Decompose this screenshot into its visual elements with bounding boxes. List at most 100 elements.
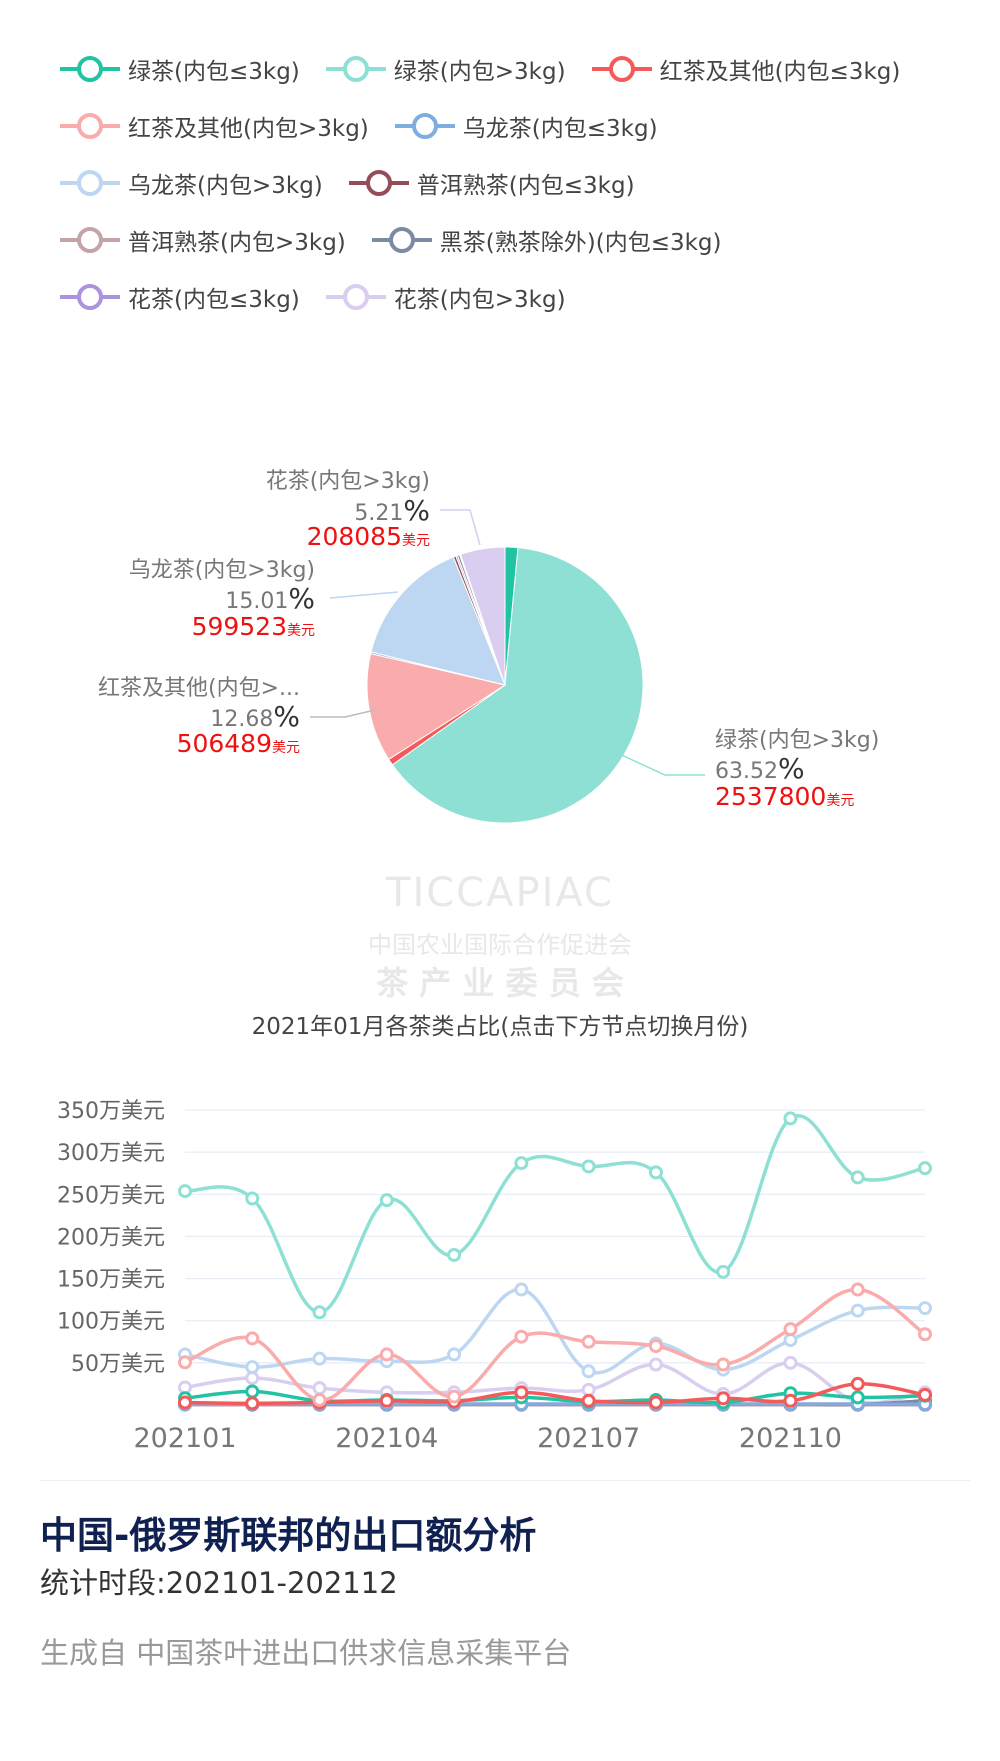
data-point[interactable]	[581, 1334, 596, 1349]
data-point[interactable]	[918, 1161, 932, 1176]
data-point[interactable]	[312, 1392, 327, 1407]
legend-item[interactable]: 红茶及其他(内包>3kg)	[60, 109, 369, 143]
data-point[interactable]	[918, 1301, 932, 1316]
y-tick-label: 200万美元	[57, 1225, 165, 1250]
legend-label: 普洱熟茶(内包≤3kg)	[416, 172, 635, 199]
data-point[interactable]	[312, 1381, 327, 1396]
legend-item[interactable]: 乌龙茶(内包≤3kg)	[394, 109, 658, 143]
data-point[interactable]	[716, 1391, 731, 1406]
pie-slice[interactable]	[459, 546, 506, 686]
data-point[interactable]	[245, 1191, 260, 1206]
data-point[interactable]	[648, 1357, 663, 1372]
legend-row: 乌龙茶(内包>3kg) 普洱熟茶(内包≤3kg)	[60, 154, 960, 211]
data-point[interactable]	[245, 1331, 260, 1346]
legend-row: 普洱熟茶(内包>3kg) 黑茶(熟茶除外)(内包≤3kg)	[60, 211, 960, 268]
legend-row: 红茶及其他(内包>3kg) 乌龙茶(内包≤3kg)	[60, 97, 960, 154]
data-point[interactable]	[648, 1165, 663, 1180]
data-point[interactable]	[312, 1305, 327, 1320]
legend-item[interactable]: 普洱熟茶(内包>3kg)	[60, 223, 346, 257]
data-point[interactable]	[716, 1264, 731, 1279]
data-point[interactable]	[850, 1282, 865, 1297]
data-point[interactable]	[379, 1193, 394, 1208]
data-point[interactable]	[514, 1156, 529, 1171]
legend-label: 红茶及其他(内包≤3kg)	[659, 58, 901, 85]
report-source: 生成自 中国茶叶进出口供求信息采集平台	[40, 1636, 572, 1670]
x-tick-label: 202110	[739, 1423, 842, 1454]
report-period: 统计时段:202101-202112	[40, 1566, 398, 1600]
legend-symbol-icon	[348, 169, 409, 196]
watermark-line1: 中国农业国际合作促进会	[368, 931, 632, 959]
data-point[interactable]	[178, 1184, 192, 1199]
data-point[interactable]	[581, 1364, 596, 1379]
pie-label-name: 红茶及其他(内包>...	[98, 676, 300, 701]
data-point[interactable]	[581, 1159, 596, 1174]
data-point[interactable]	[783, 1322, 798, 1337]
pie-label-line	[310, 709, 376, 718]
data-point[interactable]	[245, 1396, 260, 1411]
legend-item[interactable]: 花茶(内包>3kg)	[325, 280, 566, 314]
pie-label-line	[614, 751, 705, 776]
data-point[interactable]	[783, 1393, 798, 1408]
legend-item[interactable]: 花茶(内包≤3kg)	[60, 280, 300, 314]
data-point[interactable]	[648, 1339, 663, 1353]
data-point[interactable]	[514, 1385, 529, 1400]
data-point[interactable]	[245, 1360, 260, 1375]
x-tick-label: 202107	[537, 1423, 640, 1454]
legend: 绿茶(内包≤3kg) 绿茶(内包>3kg) 红茶及其他(内包≤3kg) 红茶及其他(内…	[60, 40, 960, 325]
data-point[interactable]	[648, 1395, 663, 1410]
data-point[interactable]	[379, 1347, 394, 1362]
data-point[interactable]	[447, 1347, 462, 1362]
data-point[interactable]	[245, 1371, 260, 1386]
legend-item[interactable]: 红茶及其他(内包≤3kg)	[591, 52, 901, 86]
data-point[interactable]	[850, 1303, 865, 1318]
legend-symbol-icon	[325, 283, 386, 310]
data-point[interactable]	[447, 1247, 462, 1262]
legend-symbol-icon	[60, 169, 120, 196]
pie-label-percent: 12.68%	[210, 700, 300, 733]
data-point[interactable]	[514, 1282, 529, 1297]
y-tick-label: 50万美元	[71, 1352, 165, 1377]
data-point[interactable]	[918, 1327, 932, 1342]
x-tick-label: 202104	[335, 1423, 438, 1454]
legend-item[interactable]: 乌龙茶(内包>3kg)	[60, 166, 323, 200]
data-point[interactable]	[783, 1333, 798, 1348]
data-point[interactable]	[178, 1355, 192, 1370]
data-point[interactable]	[379, 1393, 394, 1408]
pie-slice[interactable]	[391, 547, 644, 824]
data-point[interactable]	[312, 1351, 327, 1366]
legend-label: 黑茶(熟茶除外)(内包≤3kg)	[439, 229, 722, 256]
data-point[interactable]	[918, 1387, 932, 1402]
data-point[interactable]	[447, 1389, 462, 1404]
x-tick-label: 202101	[133, 1423, 236, 1454]
data-point[interactable]	[581, 1382, 596, 1397]
data-point[interactable]	[514, 1329, 529, 1344]
legend-item[interactable]: 普洱熟茶(内包≤3kg)	[348, 166, 635, 200]
pie-label-line	[440, 509, 481, 546]
pie-label-value: 506489美元	[177, 729, 300, 758]
legend-label: 乌龙茶(内包≤3kg)	[462, 115, 658, 142]
data-point[interactable]	[783, 1111, 798, 1126]
legend-label: 绿茶(内包≤3kg)	[128, 58, 300, 85]
legend-symbol-icon	[591, 55, 652, 82]
data-point[interactable]	[783, 1355, 798, 1370]
watermark-line2: 茶 产 业 委 员 会	[376, 964, 624, 1002]
pie-label-value: 208085美元	[307, 522, 430, 551]
data-point[interactable]	[850, 1376, 865, 1391]
legend-label: 红茶及其他(内包>3kg)	[128, 115, 369, 142]
data-point[interactable]	[245, 1384, 260, 1399]
legend-item[interactable]: 绿茶(内包≤3kg)	[60, 52, 300, 86]
data-point[interactable]	[178, 1395, 192, 1410]
legend-symbol-icon	[60, 226, 120, 253]
pie-label-value: 599523美元	[192, 612, 315, 641]
pie-slice[interactable]	[366, 652, 507, 761]
legend-item[interactable]: 绿茶(内包>3kg)	[325, 52, 566, 86]
pie-caption: 2021年01月各茶类占比(点击下方节点切换月份)	[251, 1014, 749, 1040]
pie-slice[interactable]	[370, 556, 506, 686]
data-point[interactable]	[716, 1357, 731, 1372]
data-point[interactable]	[581, 1393, 596, 1408]
pie-label-percent: 15.01%	[225, 582, 315, 615]
legend-item[interactable]: 黑茶(熟茶除外)(内包≤3kg)	[371, 223, 722, 257]
data-point[interactable]	[850, 1390, 865, 1405]
series-line	[184, 1287, 927, 1402]
data-point[interactable]	[850, 1170, 865, 1185]
